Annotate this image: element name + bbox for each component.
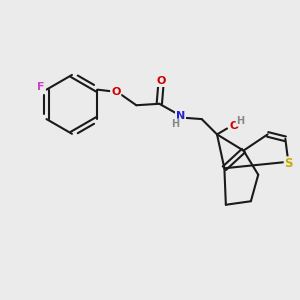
Text: F: F bbox=[38, 82, 45, 92]
Text: O: O bbox=[111, 87, 120, 97]
Text: H: H bbox=[171, 119, 180, 129]
Text: S: S bbox=[285, 157, 293, 170]
Text: N: N bbox=[176, 111, 185, 121]
Text: H: H bbox=[236, 116, 244, 126]
Text: O: O bbox=[156, 76, 166, 86]
Text: O: O bbox=[229, 121, 239, 130]
